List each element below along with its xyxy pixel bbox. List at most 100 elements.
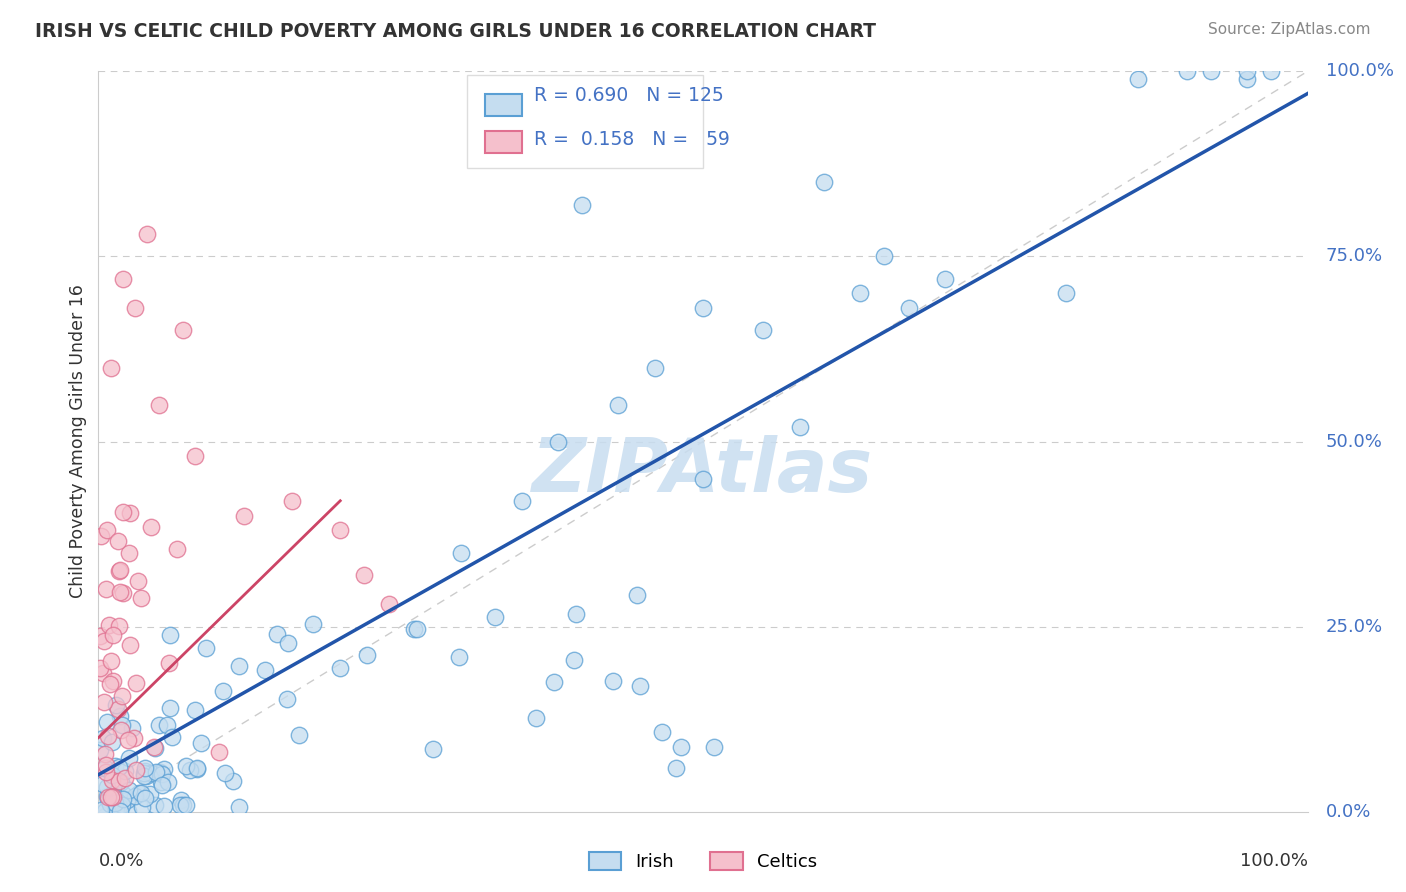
Point bbox=[665, 761, 688, 775]
Point bbox=[93, 634, 115, 648]
Point bbox=[94, 758, 117, 772]
Point bbox=[118, 546, 141, 560]
Point bbox=[101, 735, 124, 749]
Point bbox=[134, 769, 156, 783]
Text: ZIPAtlas: ZIPAtlas bbox=[533, 434, 873, 508]
Text: IRISH VS CELTIC CHILD POVERTY AMONG GIRLS UNDER 16 CORRELATION CHART: IRISH VS CELTIC CHILD POVERTY AMONG GIRL… bbox=[35, 22, 876, 41]
FancyBboxPatch shape bbox=[485, 94, 522, 116]
Text: R =  0.158   N =   59: R = 0.158 N = 59 bbox=[534, 130, 730, 149]
Point bbox=[172, 324, 194, 338]
Point bbox=[547, 434, 569, 449]
Point bbox=[108, 619, 131, 633]
Point bbox=[148, 398, 170, 412]
Point bbox=[111, 787, 134, 801]
Point bbox=[447, 649, 470, 664]
Point bbox=[484, 610, 506, 624]
Point bbox=[110, 775, 132, 789]
Point bbox=[94, 761, 117, 775]
Point bbox=[128, 786, 150, 800]
Point bbox=[124, 789, 146, 804]
Text: 0.0%: 0.0% bbox=[1326, 803, 1371, 821]
Point bbox=[1236, 71, 1258, 86]
Point bbox=[602, 674, 624, 689]
Point bbox=[132, 765, 155, 780]
Point bbox=[117, 804, 139, 818]
Point bbox=[125, 763, 148, 777]
FancyBboxPatch shape bbox=[485, 130, 522, 153]
Y-axis label: Child Poverty Among Girls Under 16: Child Poverty Among Girls Under 16 bbox=[69, 285, 87, 599]
Point bbox=[97, 790, 120, 805]
Point bbox=[329, 660, 352, 674]
Point bbox=[100, 360, 122, 375]
Point bbox=[195, 640, 218, 655]
Point bbox=[692, 301, 714, 316]
Point bbox=[353, 567, 375, 582]
Point bbox=[789, 419, 811, 434]
Point bbox=[108, 709, 131, 723]
Point bbox=[160, 730, 183, 744]
Text: 0.0%: 0.0% bbox=[98, 853, 143, 871]
Point bbox=[121, 721, 143, 735]
Point bbox=[170, 793, 193, 807]
Point bbox=[159, 628, 181, 642]
Text: 100.0%: 100.0% bbox=[1240, 853, 1308, 871]
Point bbox=[156, 718, 179, 732]
Point bbox=[186, 761, 208, 775]
Point bbox=[1128, 71, 1150, 86]
Point bbox=[112, 791, 135, 805]
Text: 75.0%: 75.0% bbox=[1326, 247, 1384, 266]
Point bbox=[139, 520, 162, 534]
Point bbox=[101, 790, 124, 805]
Point bbox=[510, 493, 533, 508]
Point bbox=[139, 765, 162, 780]
Point bbox=[117, 733, 139, 747]
Point bbox=[1236, 64, 1258, 78]
Point bbox=[228, 799, 250, 814]
Point bbox=[628, 680, 651, 694]
Point bbox=[214, 765, 236, 780]
Legend: Irish, Celtics: Irish, Celtics bbox=[582, 845, 824, 879]
Point bbox=[108, 585, 131, 599]
Point bbox=[107, 534, 129, 549]
Point bbox=[96, 582, 118, 597]
Point bbox=[118, 783, 141, 797]
Point bbox=[813, 175, 835, 190]
Point bbox=[356, 648, 378, 662]
Point bbox=[93, 731, 115, 746]
Point bbox=[125, 675, 148, 690]
Point bbox=[228, 659, 250, 673]
Point bbox=[172, 798, 194, 813]
Point bbox=[134, 761, 156, 775]
Point bbox=[104, 698, 127, 713]
Point bbox=[107, 702, 129, 716]
Point bbox=[143, 741, 166, 756]
Point bbox=[253, 663, 276, 677]
Point bbox=[1175, 64, 1198, 78]
Point bbox=[131, 591, 153, 605]
Point bbox=[222, 773, 245, 788]
Point bbox=[103, 797, 125, 811]
Point bbox=[169, 797, 191, 812]
Point bbox=[101, 673, 124, 688]
Point bbox=[131, 800, 153, 814]
Point bbox=[562, 653, 585, 667]
Point bbox=[157, 656, 180, 670]
Point bbox=[150, 767, 173, 781]
Point bbox=[138, 787, 160, 801]
Point bbox=[98, 797, 121, 811]
Point bbox=[143, 798, 166, 813]
Point bbox=[108, 563, 131, 577]
Point bbox=[111, 798, 134, 813]
Point bbox=[101, 773, 124, 788]
Point bbox=[96, 523, 118, 537]
Point bbox=[166, 541, 188, 556]
Point bbox=[101, 790, 124, 805]
Text: Source: ZipAtlas.com: Source: ZipAtlas.com bbox=[1208, 22, 1371, 37]
Point bbox=[111, 271, 134, 285]
Point bbox=[232, 508, 254, 523]
Point bbox=[1260, 64, 1282, 78]
Point bbox=[651, 724, 673, 739]
Text: 100.0%: 100.0% bbox=[1326, 62, 1393, 80]
Text: 25.0%: 25.0% bbox=[1326, 617, 1384, 636]
Point bbox=[159, 701, 181, 715]
